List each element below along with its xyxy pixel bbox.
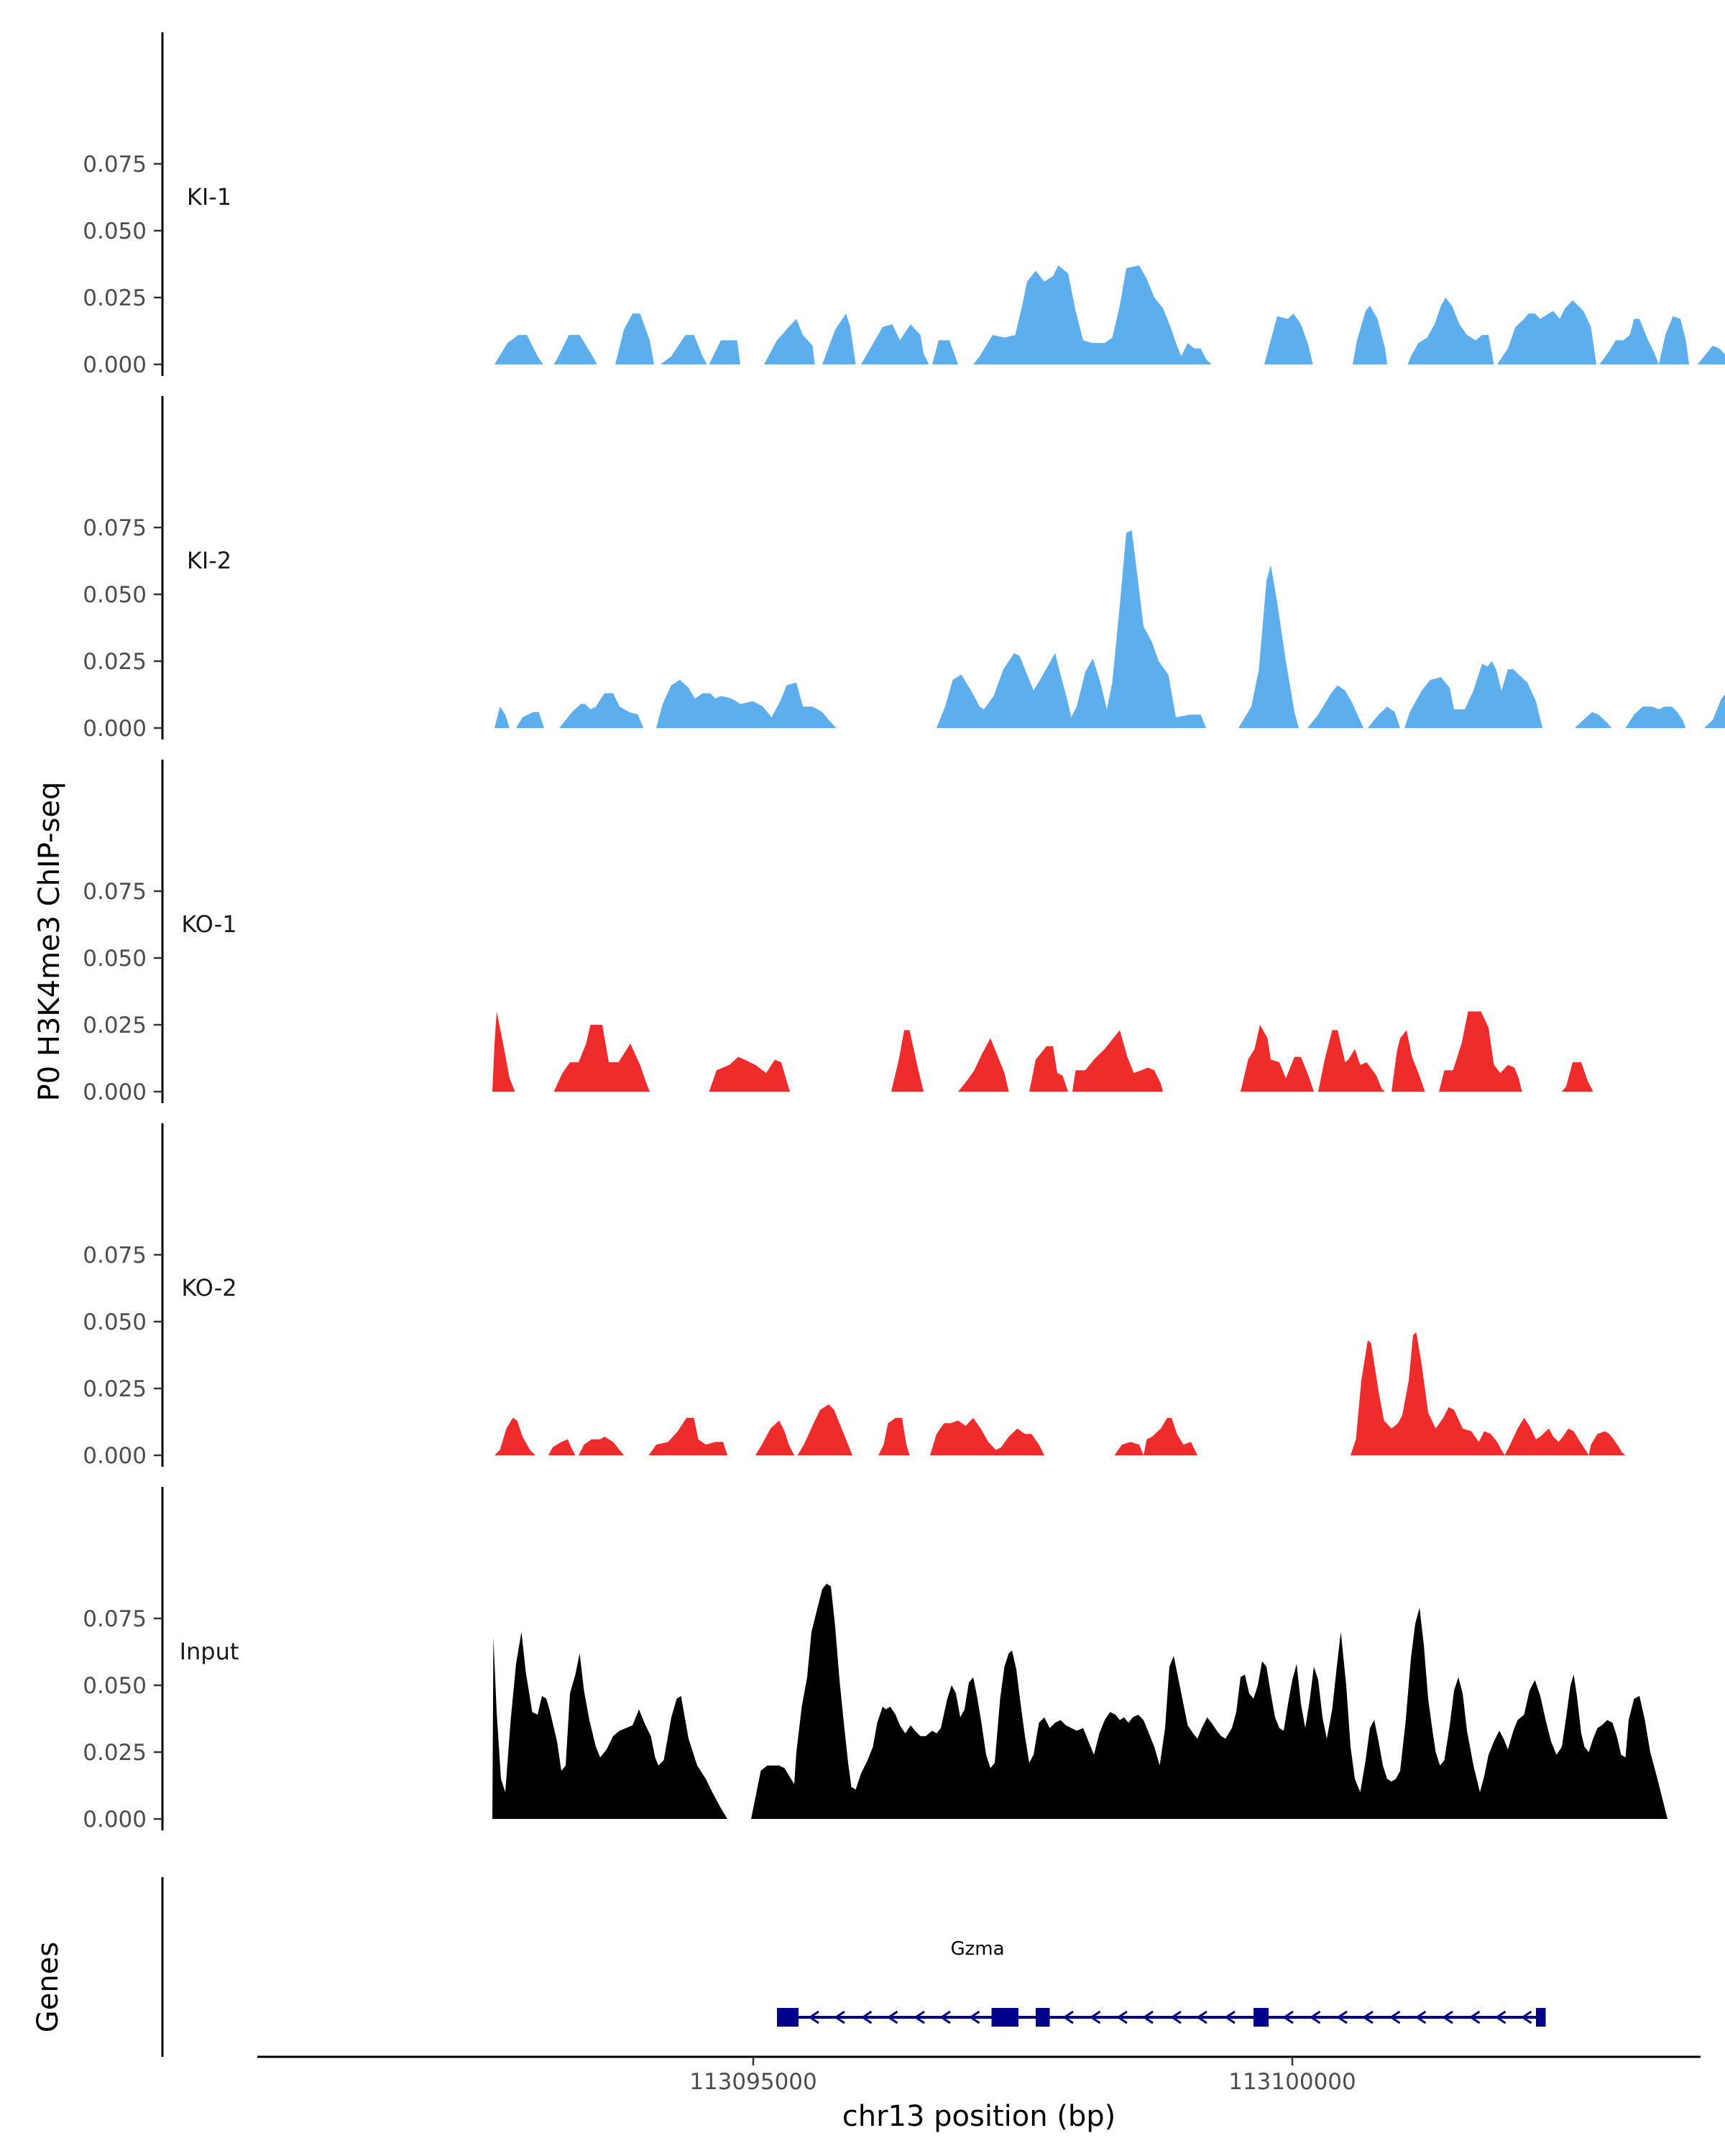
gene-exon bbox=[1036, 2008, 1050, 2027]
strand-arrow bbox=[1414, 2010, 1427, 2024]
strand-arrow bbox=[1116, 2010, 1128, 2024]
y-tick-label: 0.000 bbox=[83, 1079, 147, 1105]
strand-arrow bbox=[1309, 2010, 1321, 2024]
track-label: KO-2 bbox=[181, 1274, 236, 1302]
strand-arrow bbox=[808, 2010, 819, 2024]
y-tick-label: 0.050 bbox=[83, 1309, 147, 1335]
strand-arrow bbox=[914, 2010, 925, 2024]
strand-arrow bbox=[1336, 2010, 1348, 2024]
x-tick-label: 113100000 bbox=[1228, 2069, 1356, 2095]
strand-arrow bbox=[1362, 2010, 1374, 2024]
track-label: KO-1 bbox=[181, 911, 236, 938]
strand-arrow bbox=[1389, 2010, 1401, 2024]
gene-exon bbox=[1254, 2008, 1269, 2027]
y-tick-label: 0.000 bbox=[83, 352, 147, 378]
strand-arrow bbox=[1494, 2010, 1506, 2024]
gene-track: Genes Gzma bbox=[32, 1877, 1546, 2057]
track-label: Input bbox=[180, 1638, 239, 1665]
strand-arrow bbox=[886, 2010, 898, 2024]
y-tick-label: 0.050 bbox=[83, 218, 147, 244]
y-tick-label: 0.000 bbox=[83, 1443, 147, 1469]
y-tick-label: 0.075 bbox=[83, 152, 147, 178]
strand-arrow bbox=[1062, 2010, 1074, 2024]
track-label: KI-1 bbox=[187, 183, 231, 211]
coverage-area bbox=[494, 265, 1725, 364]
gene-exon bbox=[777, 2008, 799, 2027]
y-tick-label: 0.075 bbox=[83, 515, 147, 541]
strand-arrow bbox=[1142, 2010, 1154, 2024]
coverage-area bbox=[494, 530, 1725, 728]
track-ki-2: 0.000 0.025 0.050 0.075 KI-2 bbox=[83, 396, 1725, 742]
gene-exon bbox=[1536, 2008, 1546, 2027]
y-tick-label: 0.025 bbox=[83, 649, 147, 675]
gene-model bbox=[777, 2008, 1546, 2027]
track-input: 0.000 0.025 0.050 0.075 Input bbox=[83, 1487, 1698, 1833]
coverage-area bbox=[494, 1332, 1626, 1455]
x-ticks: 113095000 113100000 bbox=[689, 2057, 1356, 2095]
track-label: KI-2 bbox=[187, 547, 231, 574]
tracks-group: 0.0000.0250.0500.075KI-10.0000.0250.0500… bbox=[83, 32, 1725, 1833]
track-ki-1: 0.000 0.025 0.050 0.075 KI-1 bbox=[83, 32, 1725, 378]
strand-arrow bbox=[968, 2010, 980, 2024]
y-tick-label: 0.025 bbox=[83, 1376, 147, 1402]
strand-arrow bbox=[1442, 2010, 1453, 2024]
y-tick-label: 0.025 bbox=[83, 285, 147, 311]
strand-arrow bbox=[860, 2010, 873, 2024]
track-ko-1: 0.000 0.025 0.050 0.075 KO-1 bbox=[83, 760, 1593, 1105]
y-tick-label: 0.075 bbox=[83, 879, 147, 905]
track-ko-2: 0.000 0.025 0.050 0.075 KO-2 bbox=[83, 1123, 1626, 1469]
y-tick-label: 0.050 bbox=[83, 1673, 147, 1699]
y-tick-label: 0.050 bbox=[83, 582, 147, 608]
y-tick-label: 0.075 bbox=[83, 1243, 147, 1268]
gene-exon bbox=[991, 2008, 1018, 2027]
gene-name-label: Gzma bbox=[950, 1938, 1004, 1960]
x-tick-label: 113095000 bbox=[689, 2069, 817, 2095]
y-tick-label: 0.025 bbox=[83, 1013, 147, 1038]
strand-arrow bbox=[939, 2010, 951, 2024]
y-tick-label: 0.075 bbox=[83, 1606, 147, 1632]
y-tick-label: 0.000 bbox=[83, 716, 147, 742]
coverage-area bbox=[492, 1583, 1698, 1819]
genes-track-title: Genes bbox=[32, 1942, 65, 2032]
y-tick-label: 0.050 bbox=[83, 946, 147, 972]
y-tick-label: 0.025 bbox=[83, 1740, 147, 1766]
strand-arrow bbox=[1520, 2010, 1532, 2024]
strand-arrow bbox=[1224, 2010, 1236, 2024]
strand-arrow bbox=[1196, 2010, 1208, 2024]
strand-arrow bbox=[1282, 2010, 1294, 2024]
x-axis: 113095000 113100000 chr13 position (bp) bbox=[257, 2055, 1701, 2133]
strand-arrow bbox=[1468, 2010, 1481, 2024]
x-axis-title: chr13 position (bp) bbox=[842, 2100, 1116, 2133]
strand-arrow bbox=[1089, 2010, 1101, 2024]
strand-arrow bbox=[1170, 2010, 1182, 2024]
strand-arrow bbox=[834, 2010, 845, 2024]
y-axis-title: P0 H3K4me3 ChIP-seq bbox=[33, 782, 66, 1102]
y-tick-label: 0.000 bbox=[83, 1807, 147, 1833]
coverage-area bbox=[492, 1011, 1593, 1092]
